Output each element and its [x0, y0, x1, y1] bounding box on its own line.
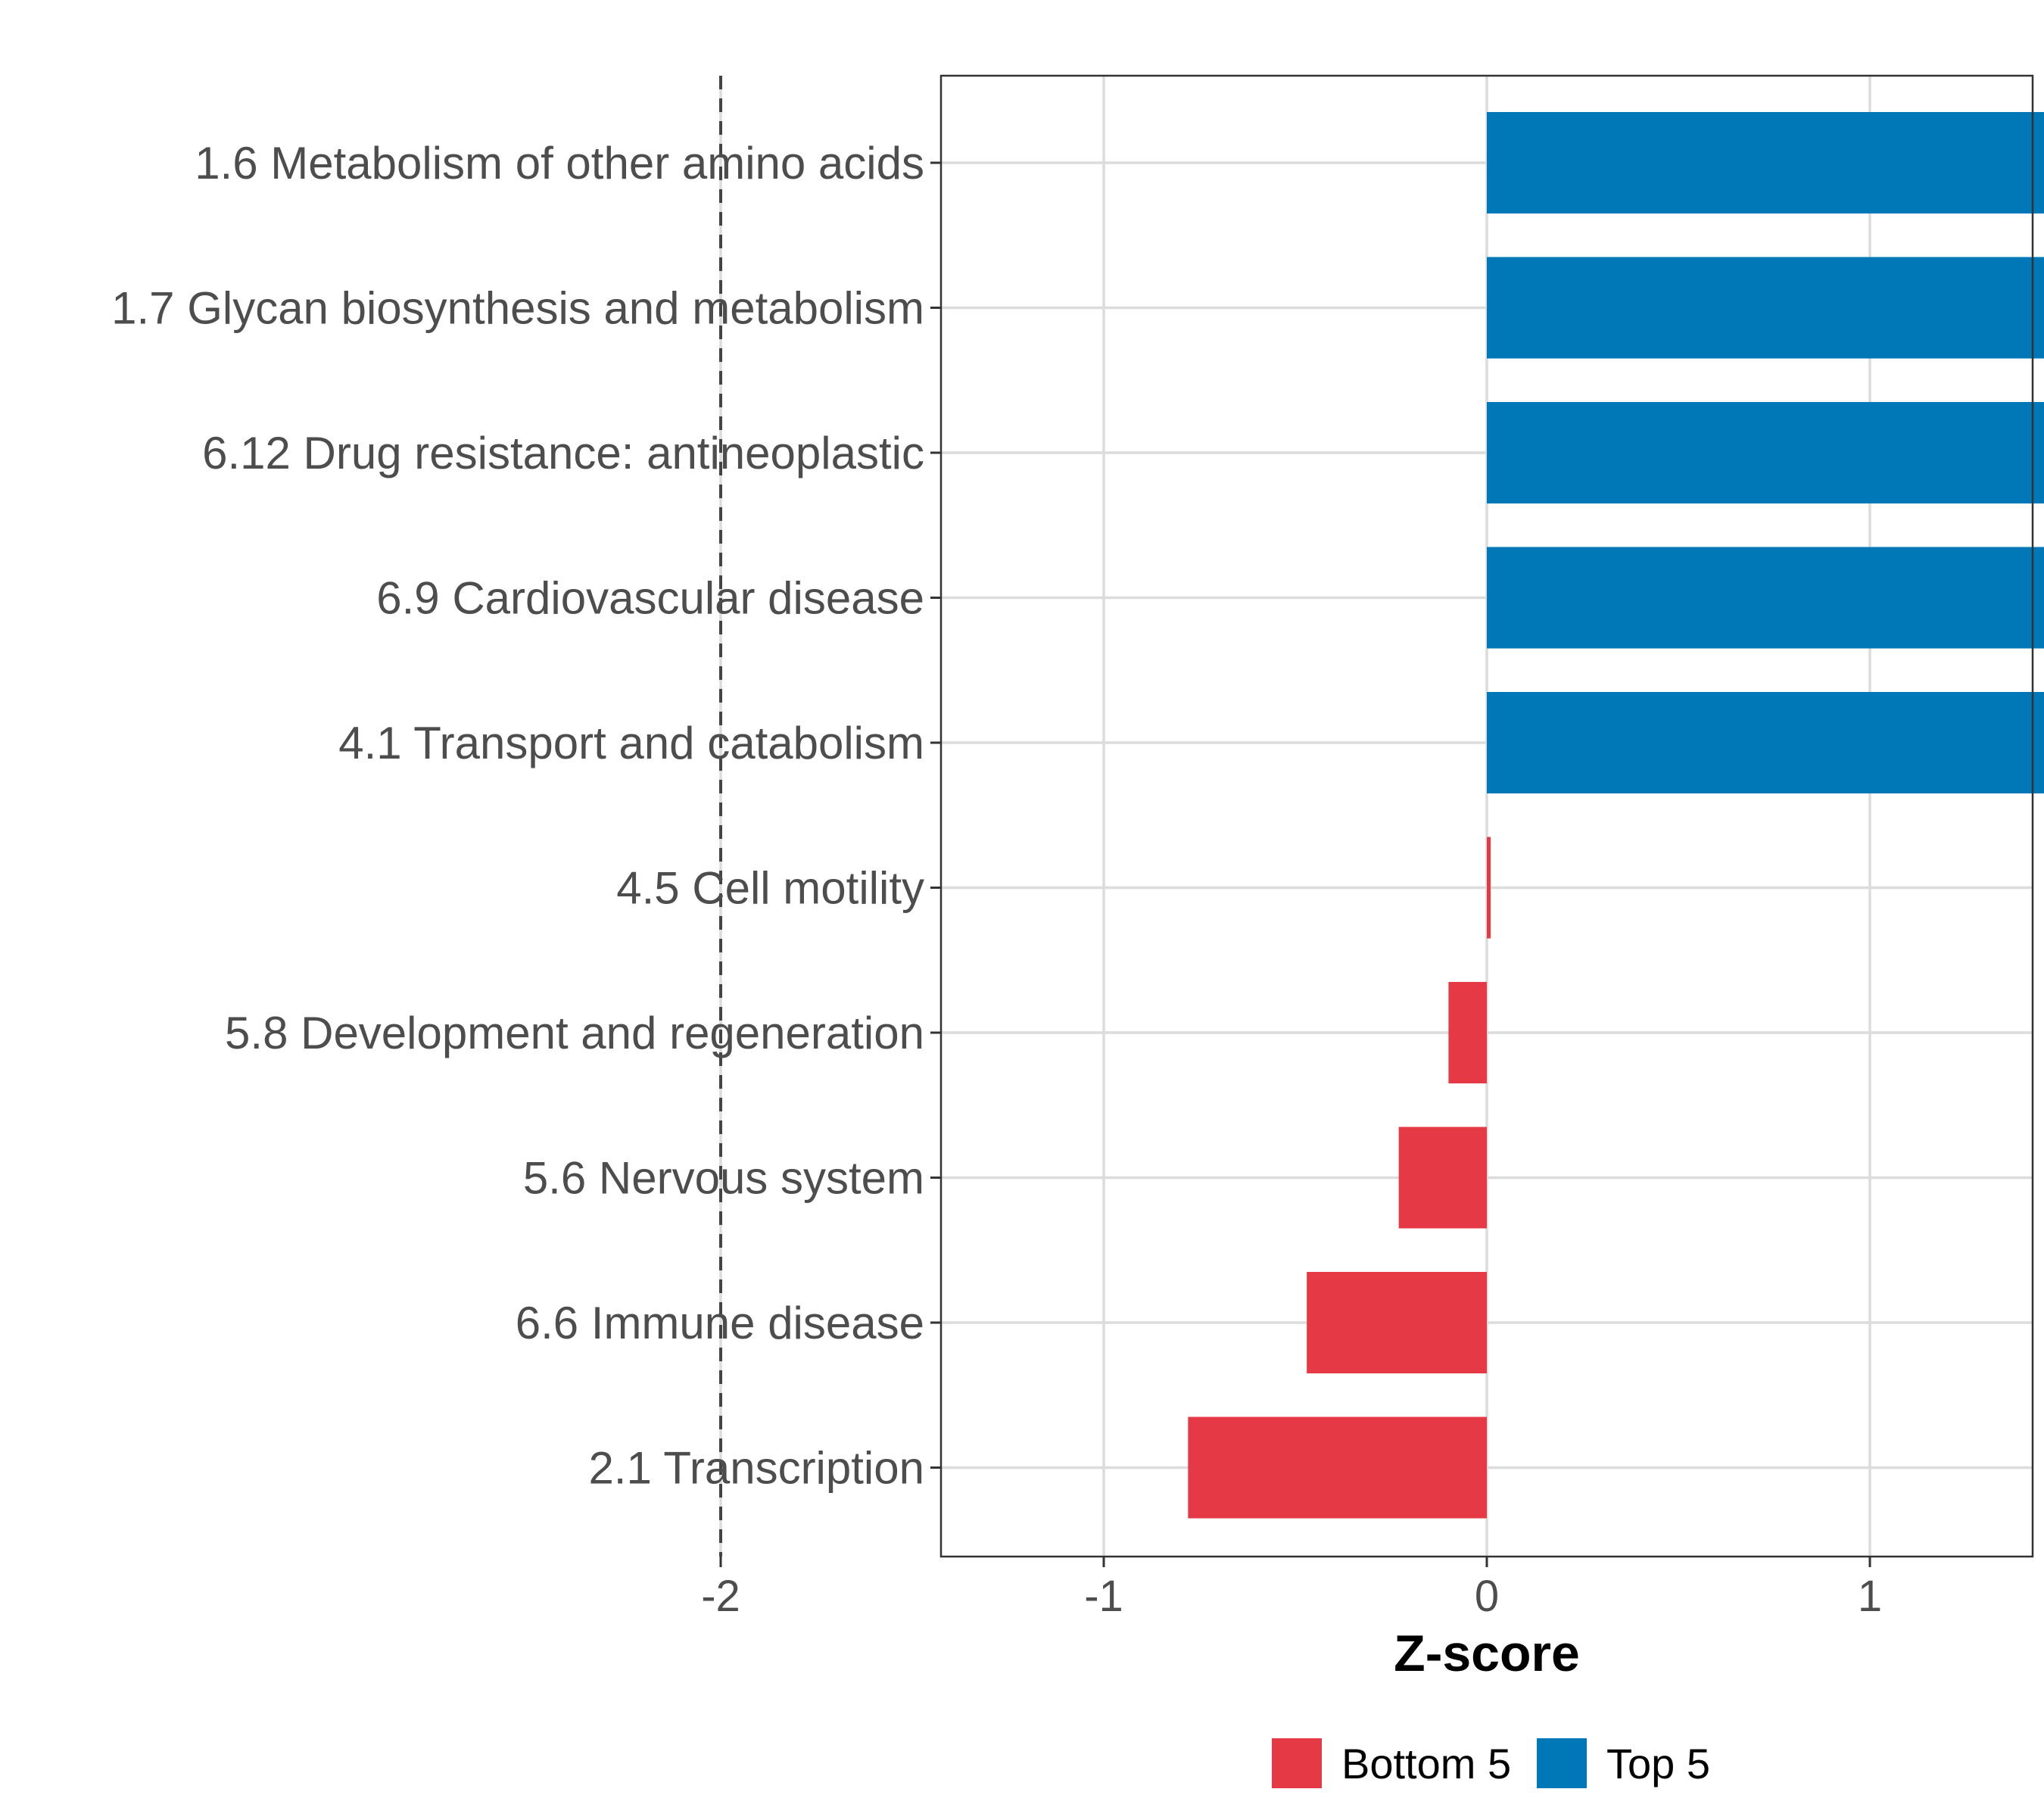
- x-axis-title: Z-score: [1394, 1625, 1580, 1682]
- bar-4: [1487, 692, 2044, 793]
- category-label-2: 6.12 Drug resistance: antineoplastic: [202, 428, 924, 478]
- x-tick-label-0: -2: [701, 1572, 740, 1621]
- bars: [1188, 112, 2044, 1519]
- category-label-0: 1.6 Metabolism of other amino acids: [195, 138, 924, 189]
- x-tick-label-3: 1: [1858, 1572, 1882, 1621]
- y-axis: 1.6 Metabolism of other amino acids 1.7 G…: [111, 138, 941, 1494]
- category-label-8: 6.6 Immune disease: [516, 1298, 924, 1348]
- bar-5: [1487, 837, 1491, 939]
- category-label-5: 4.5 Cell motility: [616, 863, 924, 914]
- bar-2: [1487, 402, 2044, 503]
- legend-label-0: Bottom 5: [1341, 1740, 1511, 1787]
- category-label-3: 6.9 Cardiovascular disease: [376, 573, 924, 624]
- bar-6: [1448, 982, 1487, 1083]
- bar-3: [1487, 547, 2044, 649]
- category-label-9: 2.1 Transcription: [588, 1443, 924, 1494]
- legend-label-1: Top 5: [1606, 1740, 1710, 1787]
- bar-0: [1487, 112, 2044, 213]
- legend: Bottom 5 Top 5: [1272, 1738, 1710, 1788]
- category-label-4: 4.1 Transport and catabolism: [338, 718, 924, 768]
- x-tick-label-1: -1: [1084, 1572, 1123, 1621]
- x-axis: -2-1012: [701, 1557, 1882, 1621]
- bar-8: [1307, 1272, 1487, 1373]
- reference-lines: [719, 76, 722, 1557]
- category-label-6: 5.8 Development and regeneration: [225, 1008, 924, 1058]
- bar-1: [1487, 257, 2044, 359]
- bar-7: [1398, 1127, 1487, 1229]
- bar-9: [1188, 1417, 1487, 1519]
- legend-key-1: [1537, 1738, 1587, 1788]
- category-label-1: 1.7 Glycan biosynthesis and metabolism: [111, 283, 924, 334]
- category-label-7: 5.6 Nervous system: [523, 1153, 924, 1204]
- x-tick-label-2: 0: [1475, 1572, 1499, 1621]
- legend-key-0: [1272, 1738, 1322, 1788]
